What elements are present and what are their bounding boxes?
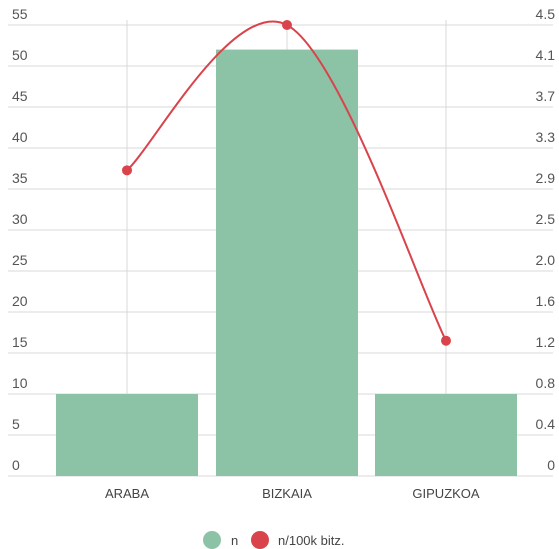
legend-label-bar: n	[231, 533, 238, 548]
left-tick-label: 25	[12, 252, 28, 268]
left-tick-label: 5	[12, 416, 20, 432]
right-tick-label: 2.5	[536, 211, 556, 227]
legend-swatch-bar	[203, 531, 221, 549]
right-tick-label: 4.5	[536, 6, 556, 22]
right-tick-label: 3.7	[536, 88, 556, 104]
category-axis: ARABA BIZKAIA GIPUZKOA	[105, 486, 480, 501]
right-tick-label: 2.0	[536, 252, 556, 268]
category-label: ARABA	[105, 486, 149, 501]
right-tick-label: 1.6	[536, 293, 556, 309]
line-path	[126, 20, 447, 342]
right-tick-label: 0.8	[536, 375, 556, 391]
legend: n n/100k bitz.	[203, 531, 345, 549]
left-axis-ticks: 0 5 10 15 20 25 30 35 40 45 50 55	[12, 6, 28, 473]
line-point-bizkaia	[282, 20, 292, 30]
left-tick-label: 35	[12, 170, 28, 186]
line-series	[122, 20, 451, 346]
left-tick-label: 40	[12, 129, 28, 145]
bar-series	[56, 49, 517, 476]
right-tick-label: 3.3	[536, 129, 556, 145]
legend-label-line: n/100k bitz.	[278, 533, 345, 548]
right-tick-label: 4.1	[536, 47, 556, 63]
left-tick-label: 30	[12, 211, 28, 227]
left-tick-label: 50	[12, 47, 28, 63]
category-label: BIZKAIA	[262, 486, 312, 501]
right-tick-label: 2.9	[536, 170, 556, 186]
right-axis-ticks: 0 0.4 0.8 1.2 1.6 2.0 2.5 2.9 3.3 3.7 4.1 4.5	[536, 6, 556, 473]
line-point-gipuzkoa	[441, 335, 451, 346]
bar-gipuzkoa	[375, 394, 517, 476]
left-tick-label: 45	[12, 88, 28, 104]
category-label: GIPUZKOA	[412, 486, 480, 501]
left-tick-label: 0	[12, 457, 20, 473]
left-tick-label: 55	[12, 6, 28, 22]
left-tick-label: 10	[12, 375, 28, 391]
left-tick-label: 15	[12, 334, 28, 350]
bar-araba	[56, 394, 198, 476]
legend-swatch-line	[251, 531, 269, 549]
right-tick-label: 0	[547, 457, 555, 473]
left-tick-label: 20	[12, 293, 28, 309]
line-point-araba	[122, 165, 132, 176]
bar-bizkaia	[216, 49, 358, 476]
right-tick-label: 0.4	[536, 416, 556, 432]
right-tick-label: 1.2	[536, 334, 556, 350]
